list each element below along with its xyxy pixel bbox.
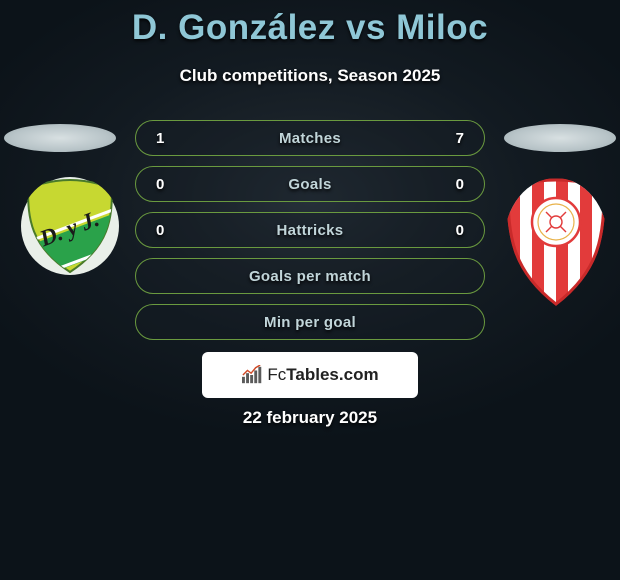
bar-chart-icon xyxy=(241,365,263,385)
stat-row-hattricks: 0 Hattricks 0 xyxy=(135,212,485,248)
stat-label: Min per goal xyxy=(264,314,356,331)
stat-row-goals-per-match: Goals per match xyxy=(135,258,485,294)
stat-label: Goals xyxy=(288,176,331,193)
stat-row-matches: 1 Matches 7 xyxy=(135,120,485,156)
stat-label: Hattricks xyxy=(277,222,344,239)
club-crest-left: D. y J. xyxy=(20,176,120,276)
page-title: D. González vs Miloc xyxy=(0,0,620,48)
player-silhouette-right xyxy=(504,124,616,152)
watermark: FcTables.com xyxy=(202,352,418,398)
date-text: 22 february 2025 xyxy=(0,408,620,428)
player-silhouette-left xyxy=(4,124,116,152)
stat-label: Matches xyxy=(279,130,341,147)
watermark-text: FcTables.com xyxy=(267,365,378,385)
stat-row-min-per-goal: Min per goal xyxy=(135,304,485,340)
comparison-card: D. González vs Miloc Club competitions, … xyxy=(0,0,620,440)
stat-right-value: 7 xyxy=(456,130,464,147)
stat-right-value: 0 xyxy=(456,176,464,193)
subtitle: Club competitions, Season 2025 xyxy=(0,66,620,86)
stat-left-value: 1 xyxy=(156,130,164,147)
stat-row-goals: 0 Goals 0 xyxy=(135,166,485,202)
stat-label: Goals per match xyxy=(249,268,371,285)
stat-right-value: 0 xyxy=(456,222,464,239)
stat-left-value: 0 xyxy=(156,222,164,239)
club-crest-right xyxy=(504,178,608,306)
stats-table: 1 Matches 7 0 Goals 0 0 Hattricks 0 Goal… xyxy=(135,120,485,350)
stat-left-value: 0 xyxy=(156,176,164,193)
